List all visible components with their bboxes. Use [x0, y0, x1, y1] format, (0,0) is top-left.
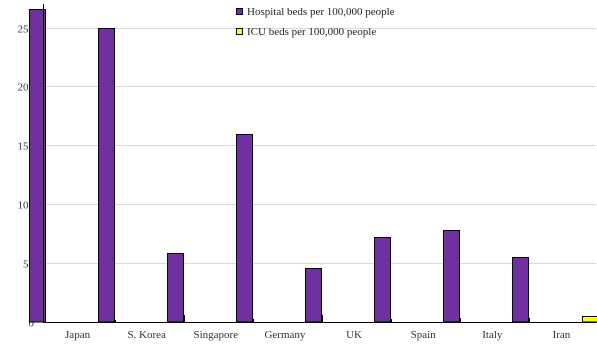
x-tick-label-italy: Italy [482, 329, 503, 341]
axes [43, 4, 596, 323]
bar-hospital-singapore [167, 253, 184, 323]
x-tick-label-japan: Japan [65, 329, 91, 341]
x-tick-label-uk: UK [346, 329, 362, 341]
y-tick-label-0: 0 [29, 318, 35, 330]
legend-label-icu: ICU beds per 100,000 people [247, 26, 376, 38]
bar-icu-iran [582, 316, 597, 323]
x-tick-label-germany: Germany [264, 329, 305, 341]
x-tick-label-s-korea: S. Korea [127, 329, 166, 341]
x-tick-label-singapore: Singapore [194, 329, 239, 341]
bar-hospital-italy [443, 230, 460, 323]
bar-hospital-iran [512, 257, 529, 323]
x-tick-label-iran: Iran [553, 329, 571, 341]
legend-label-hospital: Hospital beds per 100,000 people [247, 6, 395, 18]
bar-hospital-s-korea [98, 28, 115, 323]
legend-swatch-icu [236, 28, 243, 35]
gridlines [43, 28, 596, 264]
x-axis-ticks: Japan S. Korea Singapore Germany UK Spain Ital… [65, 329, 571, 341]
y-tick-label-50: 50 [23, 259, 35, 271]
bars [29, 9, 597, 323]
bar-hospital-spain [374, 237, 391, 323]
legend: Hospital beds per 100,000 people ICU beds… [236, 6, 395, 38]
legend-swatch-hospital [236, 8, 243, 15]
bar-hospital-germany [236, 134, 253, 323]
x-tick-label-spain: Spain [411, 329, 437, 341]
bar-hospital-uk [305, 268, 322, 323]
bar-hospital-japan [29, 9, 46, 323]
